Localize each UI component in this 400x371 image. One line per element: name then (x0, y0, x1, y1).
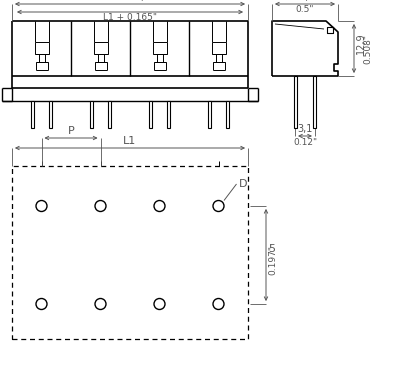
Bar (314, 76, 316, 128)
Bar (31, 101, 34, 128)
Bar (294, 76, 297, 128)
Text: L1 + 4,2: L1 + 4,2 (109, 0, 151, 2)
Text: L1 + 0.165": L1 + 0.165" (103, 13, 157, 23)
Bar (49, 101, 52, 128)
Bar (167, 101, 170, 128)
Text: 5: 5 (268, 244, 275, 254)
Bar (108, 101, 111, 128)
Text: 12,9: 12,9 (356, 33, 366, 54)
Text: 12,7: 12,7 (294, 0, 316, 2)
Text: 0.508": 0.508" (363, 33, 372, 63)
Text: 3,1: 3,1 (297, 124, 313, 134)
Text: 0.197": 0.197" (268, 245, 277, 275)
Bar (90, 101, 93, 128)
Text: 0.12": 0.12" (293, 138, 317, 147)
Bar (149, 101, 152, 128)
Text: L1: L1 (123, 136, 137, 146)
Text: P: P (68, 126, 74, 136)
Text: D: D (238, 179, 247, 189)
Bar (12, 166, 248, 339)
Text: 0.5": 0.5" (296, 6, 314, 14)
Bar (208, 101, 211, 128)
Bar (226, 101, 229, 128)
